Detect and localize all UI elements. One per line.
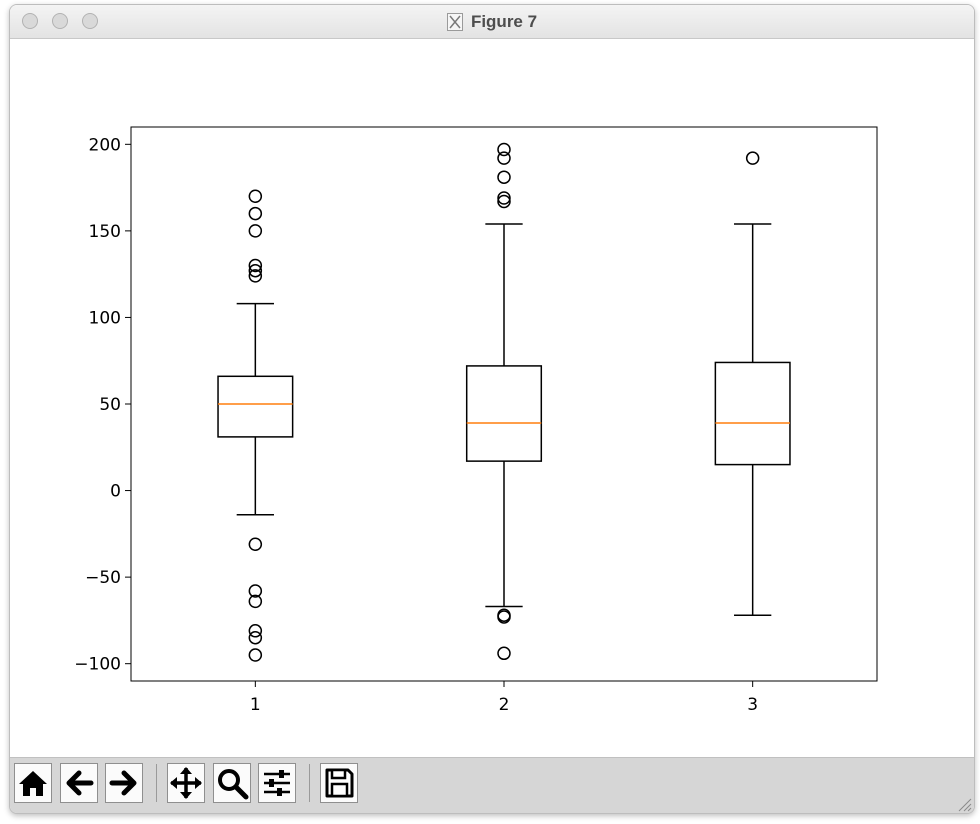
- y-tick-label: 150: [89, 222, 121, 242]
- outlier-point: [248, 189, 263, 203]
- zoom-button[interactable]: [213, 763, 251, 803]
- figure-window: Figure 7 −100 −50 0 50 100 150 200 1 2 3: [9, 4, 975, 814]
- outlier-point: [248, 269, 263, 283]
- minimize-window-button[interactable]: [52, 13, 68, 29]
- home-button[interactable]: [14, 763, 52, 803]
- outlier-point: [497, 151, 511, 165]
- y-tick-label: 100: [89, 308, 121, 328]
- outlier-point: [745, 151, 760, 165]
- outlier-point: [497, 191, 511, 205]
- outlier-point: [248, 206, 263, 221]
- arrow-right-icon: [109, 770, 137, 796]
- outlier-point: [248, 263, 263, 278]
- outlier-point: [497, 610, 511, 624]
- back-button[interactable]: [60, 763, 98, 803]
- boxplot-chart: −100 −50 0 50 100 150 200 1 2 3: [74, 126, 878, 715]
- box-iqr: [217, 375, 294, 438]
- outlier-point: [248, 630, 263, 645]
- outlier-point: [497, 646, 511, 661]
- close-window-button[interactable]: [22, 13, 38, 29]
- y-tick-label: −50: [85, 568, 121, 588]
- x-tick-label: 3: [747, 695, 758, 715]
- box-iqr: [465, 365, 543, 462]
- outlier-point: [248, 584, 263, 598]
- toolbar-separator: [309, 764, 310, 802]
- navigation-toolbar: [10, 757, 974, 813]
- arrow-left-icon: [66, 770, 94, 796]
- outlier-point: [497, 194, 511, 209]
- y-tick-label: 50: [99, 395, 121, 415]
- resize-grip-icon[interactable]: [954, 794, 972, 812]
- home-icon: [19, 771, 47, 796]
- plot-canvas[interactable]: −100 −50 0 50 100 150 200 1 2 3: [10, 39, 974, 757]
- floppy-disk-icon: [325, 768, 354, 798]
- outlier-point: [248, 648, 263, 662]
- zoom-window-button[interactable]: [82, 13, 98, 29]
- outlier-point: [248, 258, 263, 273]
- toolbar-separator: [156, 764, 157, 802]
- outlier-point: [497, 170, 511, 184]
- magnifier-icon: [218, 769, 249, 800]
- sliders-icon: [264, 770, 290, 796]
- x-tick-label: 2: [499, 695, 510, 715]
- outlier-point: [497, 142, 511, 157]
- move-icon: [170, 767, 202, 799]
- save-button[interactable]: [320, 763, 358, 803]
- y-tick-label: 0: [110, 482, 121, 502]
- outlier-point: [248, 537, 263, 551]
- x11-app-icon: [446, 13, 463, 31]
- title-bar[interactable]: Figure 7: [10, 5, 974, 39]
- x-tick-label: 1: [250, 695, 261, 715]
- outlier-point: [248, 594, 263, 609]
- forward-button[interactable]: [105, 763, 143, 803]
- outlier-point: [248, 224, 263, 238]
- y-tick-label: 200: [89, 135, 121, 155]
- window-title: Figure 7: [470, 12, 538, 31]
- window-title-wrap: Figure 7: [10, 12, 974, 32]
- y-tick-label: −100: [74, 655, 121, 675]
- outlier-point: [248, 624, 263, 638]
- pan-button[interactable]: [167, 763, 205, 803]
- box-iqr: [714, 361, 791, 466]
- configure-subplots-button[interactable]: [258, 763, 296, 803]
